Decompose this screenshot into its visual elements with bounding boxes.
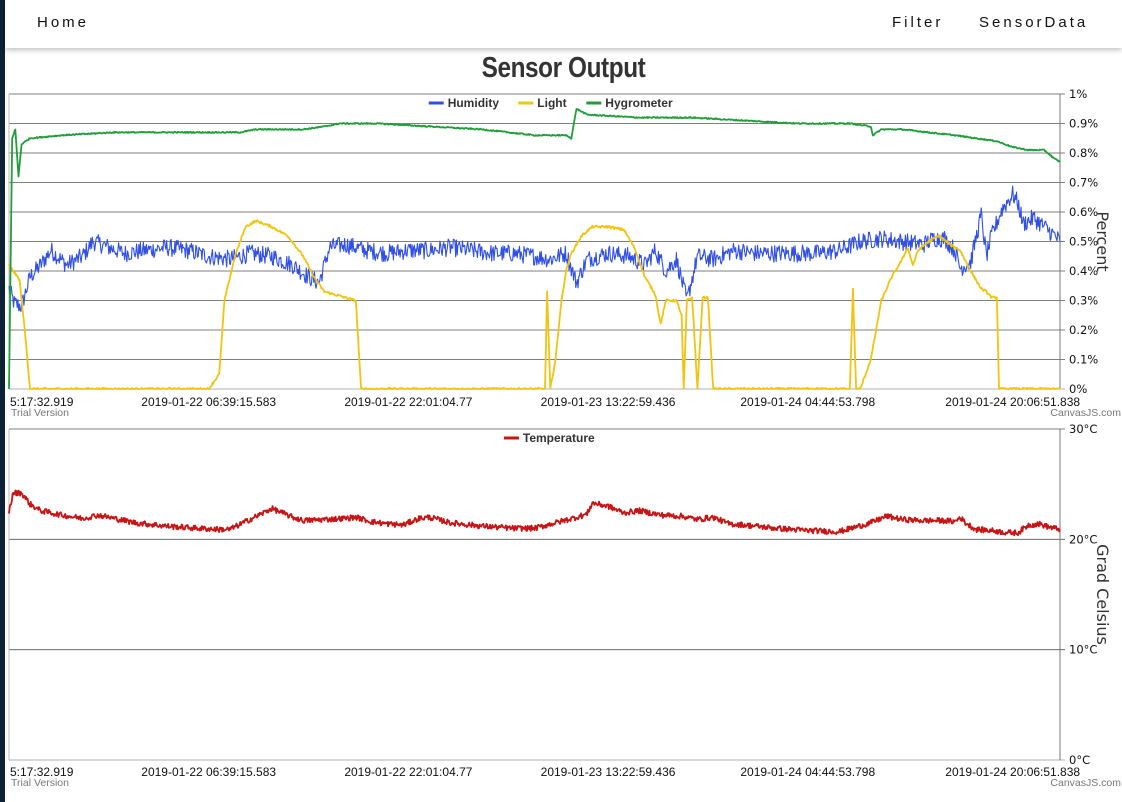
x-tick-label: 2019-01-22 22:01:04.77 — [344, 765, 472, 779]
y-tick-label: 0.8% — [1069, 146, 1098, 160]
y-tick-label: 30°C — [1069, 422, 1097, 436]
y-tick-label: 20°C — [1069, 532, 1097, 546]
x-tick-label: 2019-01-23 13:22:59.436 — [541, 765, 676, 779]
nav-filter-link[interactable]: Filter — [892, 14, 944, 31]
y-tick-label: 0.2% — [1069, 323, 1098, 337]
legend-item[interactable]: Hygrometer — [605, 96, 673, 110]
canvasjs-credit: CanvasJS.com — [1050, 777, 1121, 789]
y-tick-label: 0.5% — [1069, 235, 1098, 249]
y-tick-label: 0.3% — [1069, 294, 1098, 308]
x-tick-label: 5:17:32.919 — [10, 395, 74, 409]
series-line-light — [8, 219, 1061, 390]
legend-item[interactable]: Humidity — [448, 96, 500, 110]
nav-sensordata-link[interactable]: SensorData — [979, 14, 1089, 31]
navbar: Home Filter SensorData — [5, 0, 1122, 48]
legend-item[interactable]: Light — [537, 96, 566, 110]
y-tick-label: 0.1% — [1069, 353, 1098, 367]
x-tick-label: 2019-01-22 06:39:15.583 — [141, 765, 276, 779]
chart-title: Sensor Output — [481, 52, 646, 84]
y-tick-label: 1% — [1069, 87, 1087, 101]
x-tick-label: 2019-01-24 20:06:51.838 — [945, 395, 1080, 409]
y-tick-label: 0°C — [1069, 753, 1090, 767]
x-tick-label: 5:17:32.919 — [10, 765, 74, 779]
y-tick-label: 0% — [1069, 382, 1087, 396]
series-line-hygrometer — [8, 108, 1061, 389]
x-tick-label: 2019-01-24 04:44:53.798 — [740, 395, 875, 409]
y-axis-title: Percent — [1093, 211, 1112, 271]
y-tick-label: 0.6% — [1069, 205, 1098, 219]
series-line-humidity — [8, 185, 1061, 312]
canvasjs-credit: CanvasJS.com — [1050, 407, 1121, 419]
y-axis-title: Grad Celsius — [1093, 544, 1112, 645]
nav-home-link[interactable]: Home — [37, 14, 90, 31]
x-tick-label: 2019-01-22 06:39:15.583 — [141, 395, 276, 409]
x-tick-label: 2019-01-22 22:01:04.77 — [344, 395, 472, 409]
legend-item[interactable]: Temperature — [523, 431, 595, 445]
series-line-temperature — [8, 489, 1061, 537]
y-tick-label: 10°C — [1069, 643, 1097, 657]
y-tick-label: 0.4% — [1069, 264, 1098, 278]
y-tick-label: 0.9% — [1069, 117, 1098, 131]
x-tick-label: 2019-01-24 20:06:51.838 — [945, 765, 1080, 779]
trial-version-note: Trial Version — [11, 777, 69, 789]
x-tick-label: 2019-01-23 13:22:59.436 — [541, 395, 676, 409]
sensor-charts: 0% 0.1% 0.2% 0.3% 0.4% 0.5% 0.6% 0.7% 0.8% 0.9% 1%… — [8, 87, 1121, 789]
y-tick-label: 0.7% — [1069, 176, 1098, 190]
page: Home Filter SensorData Sensor Output 0% 0… — [5, 0, 1122, 802]
x-tick-label: 2019-01-24 04:44:53.798 — [740, 765, 875, 779]
trial-version-note: Trial Version — [11, 407, 69, 419]
